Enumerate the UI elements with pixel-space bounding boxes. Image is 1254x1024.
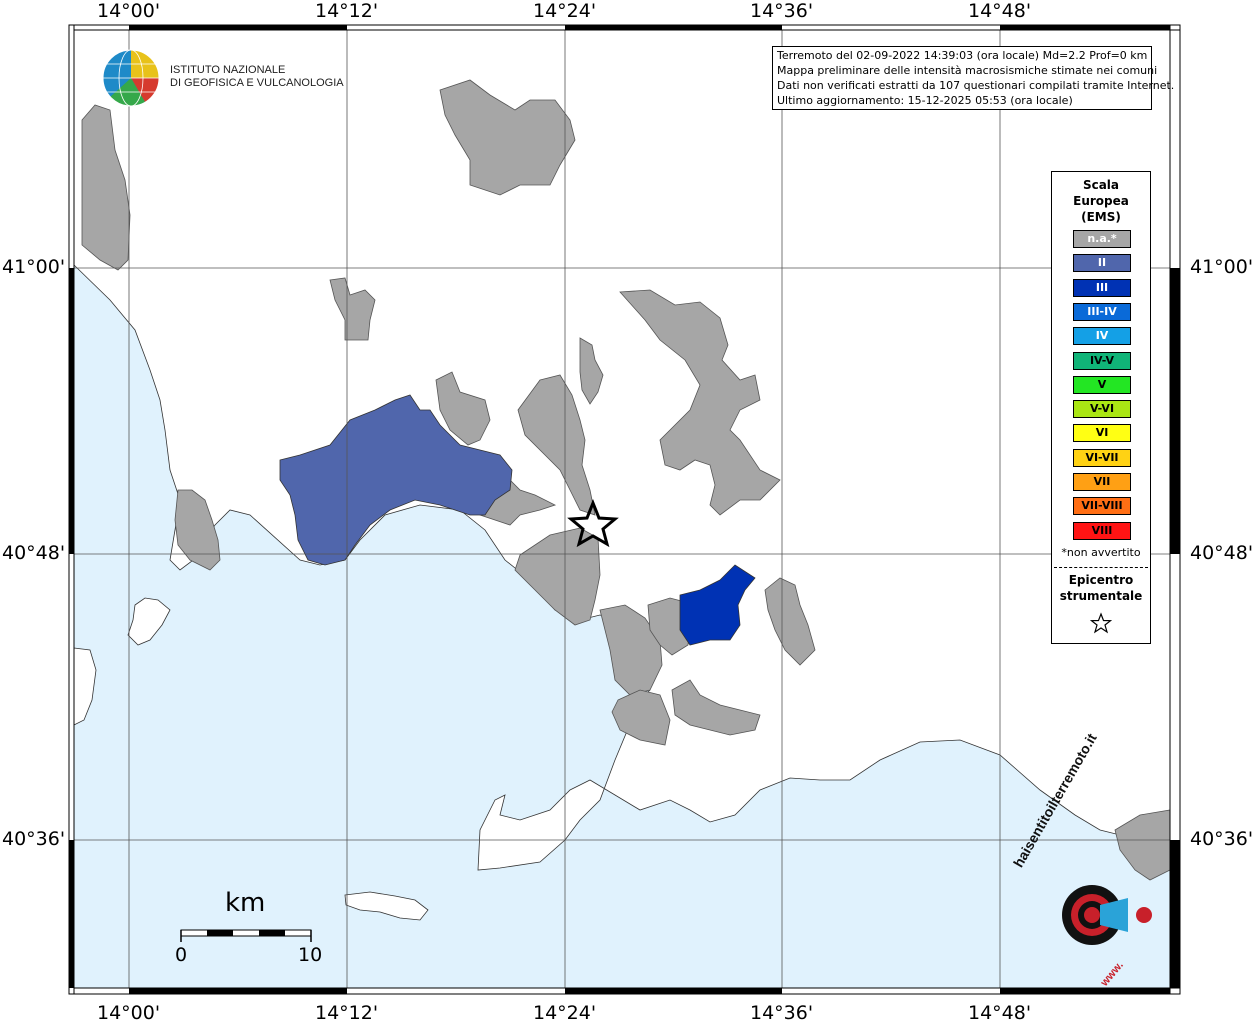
lon-label-top: 14°24' (533, 0, 597, 22)
scale-unit: km (225, 888, 266, 918)
legend-not-felt: *non avvertito (1061, 546, 1141, 559)
legend-item: III-IV (1073, 302, 1131, 321)
legend-title-line: Scala (1082, 178, 1120, 192)
lon-label-top: 14°48' (968, 0, 1032, 22)
scale-max: 10 (298, 944, 323, 966)
lon-label-top: 14°12' (315, 0, 379, 22)
na-municipalities (81, 79, 1171, 881)
event-info-line: Dati non verificati estratti da 107 ques… (777, 79, 1175, 92)
legend-star-icon (1090, 612, 1112, 634)
legend-item: IV-V (1073, 351, 1131, 370)
event-info-box: Terremoto del 02-09-2022 14:39:03 (ora l… (772, 46, 1175, 110)
event-info-line: Terremoto del 02-09-2022 14:39:03 (ora l… (777, 49, 1148, 62)
legend-epicenter-label: Epicentro strumentale (1052, 572, 1150, 604)
epicenter-star-icon[interactable] (567, 498, 619, 548)
lat-label-left: 40°36' (2, 828, 66, 850)
legend-item: VIII (1073, 521, 1131, 540)
lon-label-bottom: 14°48' (968, 1002, 1032, 1024)
scale-min: 0 (175, 944, 188, 966)
procida-island (127, 597, 171, 646)
legend-item: III (1073, 278, 1131, 297)
legend-item: II (1073, 254, 1131, 273)
legend-item: V-VI (1073, 400, 1131, 419)
lon-label-top: 14°00' (97, 0, 161, 22)
ingv-logo-text: ISTITUTO NAZIONALE DI GEOFISICA E VULCAN… (170, 64, 344, 90)
ingv-logo-line1: ISTITUTO NAZIONALE (170, 64, 286, 76)
legend-epicenter-line: Epicentro (1068, 573, 1134, 587)
lat-label-right: 40°36' (1190, 828, 1254, 850)
capri-island (344, 891, 429, 921)
lat-label-left: 40°48' (2, 542, 66, 564)
lon-label-bottom: 14°36' (750, 1002, 814, 1024)
legend-divider (1054, 567, 1148, 568)
legend-item: VI (1073, 424, 1131, 443)
event-info-line: Mappa preliminare delle intensità macros… (777, 64, 1158, 77)
intensity-II-area (279, 394, 513, 566)
legend-item: n.a.* (1073, 230, 1131, 248)
lon-label-top: 14°36' (750, 0, 814, 22)
lat-label-right: 40°48' (1190, 542, 1254, 564)
legend-item: VII (1073, 473, 1131, 491)
legend-title-line: Europea (1073, 194, 1129, 208)
legend-item: VI-VII (1073, 448, 1131, 467)
ingv-logo-icon (102, 49, 160, 107)
legend-item: IV (1073, 327, 1131, 346)
map-frame (68, 24, 1181, 995)
legend-item: VII-VIII (1073, 497, 1131, 516)
ems-legend: Scala Europea (EMS) n.a.* II III III-IV IV IV… (1051, 171, 1151, 644)
lat-label-right: 41°00' (1190, 256, 1254, 278)
lon-label-bottom: 14°00' (97, 1002, 161, 1024)
intensity-III-area (679, 564, 756, 646)
lat-label-left: 41°00' (2, 256, 66, 278)
lon-label-bottom: 14°12' (315, 1002, 379, 1024)
hsit-logo-icon (1062, 885, 1152, 945)
event-info-line: Ultimo aggiornamento: 15-12-2025 05:53 (… (777, 94, 1073, 107)
ingv-logo-line2: DI GEOFISICA E VULCANOLOGIA (170, 77, 344, 89)
lon-label-bottom: 14°24' (533, 1002, 597, 1024)
legend-title-line: (EMS) (1081, 210, 1121, 224)
graticule (74, 30, 1170, 988)
legend-title: Scala Europea (EMS) (1052, 177, 1150, 225)
legend-epicenter-line: strumentale (1059, 589, 1143, 603)
scale-bar (180, 929, 312, 942)
legend-item: V (1073, 375, 1131, 394)
